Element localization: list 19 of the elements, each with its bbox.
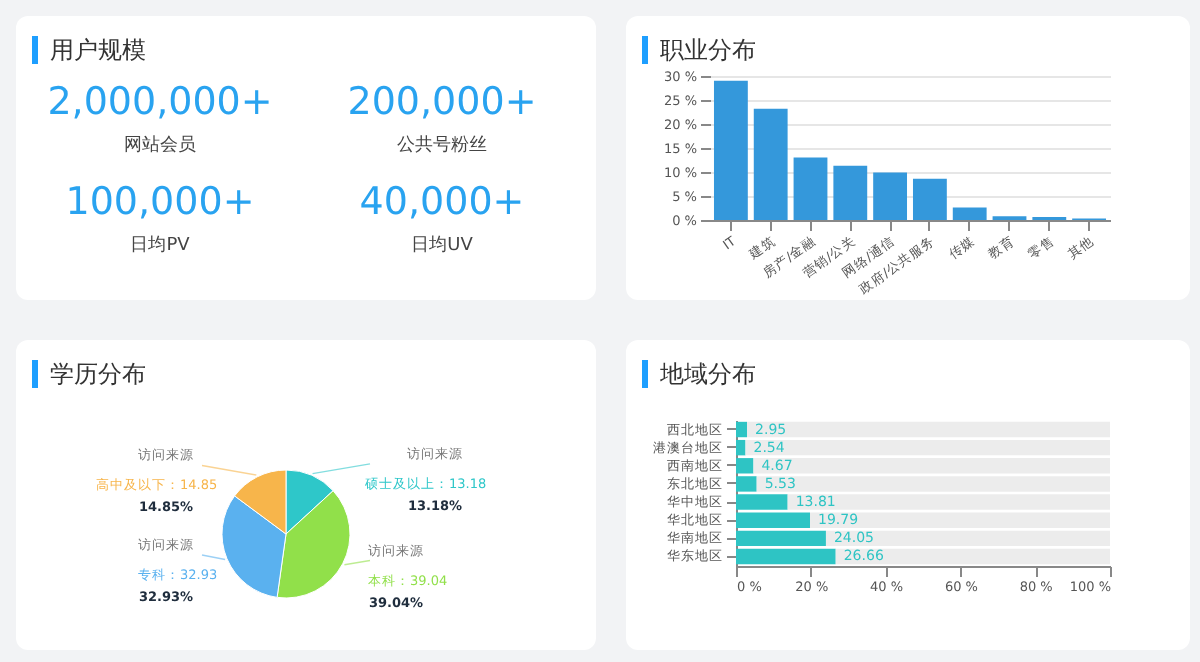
chart-title: 地域分布 [642,360,756,388]
bar [753,108,788,220]
bar [873,172,908,220]
text: 日均PV [128,233,192,258]
text: 公共号粉丝 [395,133,489,158]
bar [793,157,828,220]
text: 100,000+ [63,180,257,224]
bar [713,80,748,220]
text: 40,000+ [357,180,527,224]
bar [912,178,947,220]
text: 日均UV [409,233,475,258]
bar [833,165,868,220]
chart-title: 职业分布 [642,36,756,64]
text: 200,000+ [345,80,539,124]
text: 用户规模 [32,36,146,64]
bar [952,207,987,220]
text: 2,000,000+ [45,80,275,124]
text: 网站会员 [122,133,198,158]
chart-title: 学历分布 [32,360,146,388]
